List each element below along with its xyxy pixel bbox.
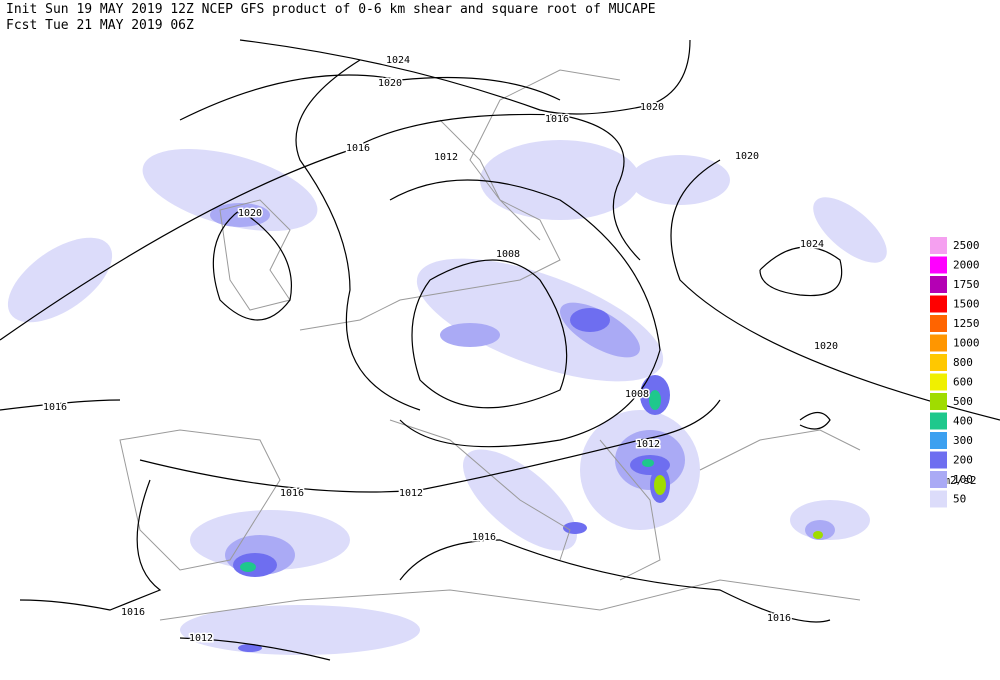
contour-label: 1016 <box>545 114 569 125</box>
coastlines <box>119 69 861 621</box>
contour-label: 1020 <box>640 102 664 113</box>
legend-label: 800 <box>953 356 973 369</box>
legend-swatch <box>930 334 947 352</box>
legend-label: 2500 <box>953 239 980 252</box>
legend-label: 200 <box>953 454 973 467</box>
legend-label: 600 <box>953 376 973 389</box>
contour-label: 1016 <box>472 532 496 543</box>
contour-label: 1016 <box>121 607 145 618</box>
cape-core <box>240 390 823 572</box>
legend-swatch <box>930 354 947 371</box>
shear-field <box>7 140 887 655</box>
legend-label: 100 <box>953 473 973 486</box>
legend-swatch <box>930 471 947 488</box>
legend-label: 300 <box>953 434 973 447</box>
legend-label: 1750 <box>953 278 980 291</box>
legend-swatch <box>930 412 947 430</box>
legend-swatch <box>930 276 947 293</box>
contour-label: 1020 <box>814 341 838 352</box>
contour-label: 1024 <box>800 239 824 250</box>
contour-label: 1008 <box>625 389 649 400</box>
legend-label: 50 <box>953 493 966 506</box>
shear-core <box>233 308 670 652</box>
contour-label: 1016 <box>346 143 370 154</box>
legend-swatch <box>930 315 947 332</box>
legend-swatch <box>930 237 947 254</box>
legend-label: 1500 <box>953 298 980 311</box>
legend-unit: m2/s2 <box>943 474 976 487</box>
header-line-2: Fcst Tue 21 MAY 2019 06Z <box>6 18 194 33</box>
legend-label: 1250 <box>953 317 980 330</box>
legend-swatch <box>930 490 947 508</box>
header-line-1: Init Sun 19 MAY 2019 12Z NCEP GFS produc… <box>6 2 656 17</box>
legend-swatch <box>930 373 947 391</box>
contour-label: 1012 <box>399 488 423 499</box>
legend-label: 400 <box>953 415 973 428</box>
legend-swatch <box>930 432 947 449</box>
legend-swatch <box>930 256 947 274</box>
contour-label: 1016 <box>280 488 304 499</box>
contour-label: 1020 <box>238 208 262 219</box>
contour-label: 1016 <box>767 613 791 624</box>
legend-label: 1000 <box>953 337 980 350</box>
isobars <box>0 39 1000 661</box>
contour-label: 1016 <box>43 402 67 413</box>
legend-swatch <box>930 393 947 410</box>
contour-label: 1012 <box>189 633 213 644</box>
contour-label: 1008 <box>496 249 520 260</box>
contour-label: 1024 <box>386 55 410 66</box>
legend-swatch <box>930 295 947 313</box>
legend-label: 2000 <box>953 259 980 272</box>
contour-label: 1020 <box>735 151 759 162</box>
contour-label: 1012 <box>636 439 660 450</box>
legend-label: 500 <box>953 395 973 408</box>
contour-label: 1012 <box>434 152 458 163</box>
contour-label: 1020 <box>378 78 402 89</box>
legend-swatch <box>930 451 947 469</box>
